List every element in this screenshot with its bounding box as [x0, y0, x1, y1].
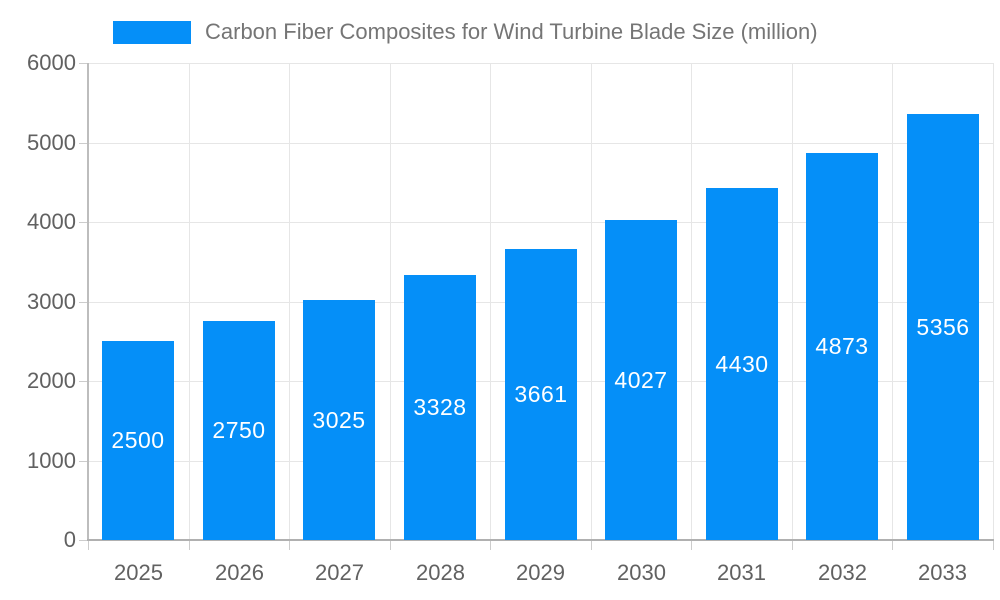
- y-tick-mark: [79, 143, 88, 144]
- x-tick-mark: [792, 541, 793, 550]
- x-gridline: [490, 63, 491, 540]
- x-axis-line: [87, 539, 994, 541]
- bar-value-label: 3661: [514, 381, 568, 407]
- bar-value-label: 4873: [815, 333, 869, 359]
- x-axis-tick-label: 2032: [818, 560, 867, 585]
- y-axis-tick-label: 6000: [27, 50, 76, 75]
- bar-2033[interactable]: 5356: [907, 114, 979, 540]
- y-tick-mark: [79, 63, 88, 64]
- x-tick-mark: [289, 541, 290, 550]
- bar-value-label: 2500: [111, 427, 165, 453]
- y-axis-tick-label: 1000: [27, 448, 76, 473]
- bar-2030[interactable]: 4027: [605, 220, 677, 540]
- x-tick-mark: [490, 541, 491, 550]
- bar-2025[interactable]: 2500: [102, 341, 174, 540]
- x-gridline: [289, 63, 290, 540]
- bar-value-label: 3328: [413, 394, 467, 420]
- y-gridline: [88, 222, 993, 223]
- x-axis-tick-label: 2031: [717, 560, 766, 585]
- x-axis-tick-label: 2027: [315, 560, 364, 585]
- x-gridline: [591, 63, 592, 540]
- bar-value-label: 2750: [212, 417, 266, 443]
- x-gridline: [792, 63, 793, 540]
- x-axis-tick-label: 2033: [918, 560, 967, 585]
- y-axis-tick-label: 0: [63, 527, 76, 552]
- x-axis-tick-label: 2029: [516, 560, 565, 585]
- x-gridline: [189, 63, 190, 540]
- x-axis-tick-label: 2025: [114, 560, 163, 585]
- y-axis-tick-label: 3000: [27, 289, 76, 314]
- bar-value-label: 5356: [916, 313, 970, 340]
- x-axis-tick-label: 2028: [416, 560, 465, 585]
- x-tick-mark: [189, 541, 190, 550]
- y-tick-mark: [79, 381, 88, 382]
- bar-2032[interactable]: 4873: [806, 153, 878, 540]
- x-tick-mark: [88, 541, 89, 550]
- y-tick-mark: [79, 222, 88, 223]
- bar-value-label: 4430: [715, 350, 769, 377]
- bar-2031[interactable]: 4430: [706, 188, 778, 540]
- legend-swatch-icon: [113, 20, 191, 44]
- x-tick-mark: [993, 541, 994, 550]
- y-axis-tick-label: 4000: [27, 209, 76, 234]
- x-gridline: [892, 63, 893, 540]
- y-axis-tick-label: 2000: [27, 368, 76, 393]
- y-tick-mark: [79, 302, 88, 303]
- bar-value-label: 3025: [312, 406, 366, 433]
- x-gridline: [691, 63, 692, 540]
- x-tick-mark: [892, 541, 893, 550]
- bar-2028[interactable]: 3328: [404, 275, 476, 540]
- y-axis-line: [87, 63, 89, 541]
- bar-2027[interactable]: 3025: [303, 300, 375, 540]
- x-tick-mark: [390, 541, 391, 550]
- bar-value-label: 4027: [614, 366, 668, 393]
- bar-2029[interactable]: 3661: [505, 249, 577, 540]
- legend-item[interactable]: Carbon Fiber Composites for Wind Turbine…: [113, 19, 818, 45]
- x-tick-mark: [591, 541, 592, 550]
- y-tick-mark: [79, 540, 88, 541]
- y-tick-mark: [79, 461, 88, 462]
- legend-label: Carbon Fiber Composites for Wind Turbine…: [205, 19, 818, 44]
- y-gridline: [88, 143, 993, 144]
- bar-2026[interactable]: 2750: [203, 321, 275, 540]
- x-axis-tick-label: 2030: [617, 560, 666, 585]
- x-axis-tick-label: 2026: [215, 560, 264, 585]
- x-tick-mark: [691, 541, 692, 550]
- x-gridline: [993, 63, 994, 540]
- y-gridline: [88, 63, 993, 64]
- y-axis-tick-label: 5000: [27, 130, 76, 155]
- x-gridline: [390, 63, 391, 540]
